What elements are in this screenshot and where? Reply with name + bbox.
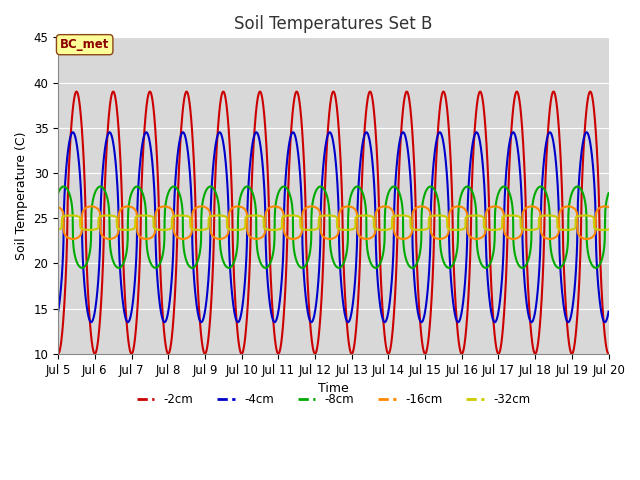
Line: -16cm: -16cm <box>58 206 609 239</box>
Line: -2cm: -2cm <box>58 92 609 354</box>
-2cm <box>594 168 602 174</box>
-32cm <box>599 227 607 233</box>
-4cm <box>54 309 62 314</box>
Y-axis label: Soil Temperature (C): Soil Temperature (C) <box>15 132 28 260</box>
Legend: -2cm, -4cm, -8cm, -16cm, -32cm: -2cm, -4cm, -8cm, -16cm, -32cm <box>132 389 535 411</box>
-2cm <box>266 236 273 242</box>
-32cm <box>594 227 602 232</box>
-2cm <box>117 173 125 179</box>
-4cm <box>266 297 273 303</box>
-32cm <box>150 225 157 230</box>
-16cm <box>54 204 62 210</box>
Title: Soil Temperatures Set B: Soil Temperatures Set B <box>234 15 433 33</box>
-4cm <box>601 319 609 325</box>
-8cm <box>60 184 67 190</box>
-8cm <box>592 265 600 271</box>
-8cm <box>605 190 612 196</box>
-32cm <box>54 227 62 232</box>
Line: -4cm: -4cm <box>58 132 609 322</box>
-32cm <box>289 213 297 218</box>
-32cm <box>605 227 612 232</box>
-16cm <box>117 206 125 212</box>
-4cm <box>69 130 77 135</box>
-2cm <box>605 351 612 357</box>
-32cm <box>67 213 75 218</box>
-16cm <box>594 206 602 212</box>
-16cm <box>289 236 297 242</box>
-32cm <box>266 227 273 233</box>
-8cm <box>535 184 543 190</box>
Line: -8cm: -8cm <box>58 187 609 268</box>
-2cm <box>150 108 157 114</box>
-16cm <box>150 232 157 238</box>
-4cm <box>117 281 125 287</box>
-16cm <box>605 204 612 210</box>
-8cm <box>54 190 62 196</box>
-2cm <box>73 89 81 95</box>
-8cm <box>289 239 297 244</box>
Text: BC_met: BC_met <box>60 38 109 51</box>
-16cm <box>535 207 543 213</box>
-32cm <box>535 225 543 230</box>
-2cm <box>289 104 297 109</box>
X-axis label: Time: Time <box>318 382 349 395</box>
-2cm <box>535 336 543 341</box>
Line: -32cm: -32cm <box>58 216 609 230</box>
-8cm <box>266 262 273 267</box>
-4cm <box>535 276 543 282</box>
-4cm <box>289 130 297 135</box>
-32cm <box>117 227 125 232</box>
-4cm <box>605 309 612 314</box>
-2cm <box>54 351 62 357</box>
-8cm <box>117 264 125 270</box>
-16cm <box>601 204 609 209</box>
-8cm <box>150 264 157 270</box>
-16cm <box>266 205 273 211</box>
-16cm <box>69 236 77 242</box>
-8cm <box>595 264 602 270</box>
-4cm <box>150 178 157 184</box>
-4cm <box>594 279 602 285</box>
